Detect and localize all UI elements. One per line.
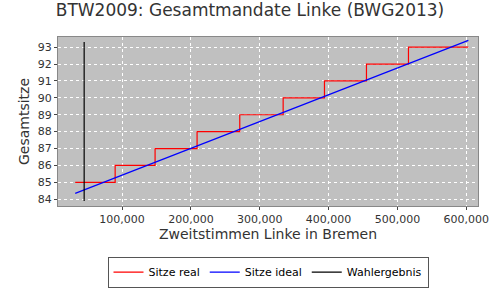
svg-text:86: 86 [38, 159, 52, 172]
svg-text:91: 91 [38, 75, 52, 88]
svg-text:200,000: 200,000 [168, 213, 214, 226]
svg-text:89: 89 [38, 109, 52, 122]
svg-text:Sitze real: Sitze real [149, 266, 200, 279]
svg-text:87: 87 [38, 142, 52, 155]
svg-text:600,000: 600,000 [444, 213, 490, 226]
svg-text:Zweitstimmen Linke in Bremen: Zweitstimmen Linke in Bremen [159, 226, 377, 242]
svg-text:300,000: 300,000 [237, 213, 283, 226]
svg-text:84: 84 [38, 193, 52, 206]
svg-text:Gesamtsitze: Gesamtsitze [16, 78, 32, 165]
svg-text:Wahlergebnis: Wahlergebnis [347, 266, 422, 279]
svg-text:100,000: 100,000 [99, 213, 145, 226]
svg-text:Sitze ideal: Sitze ideal [245, 266, 302, 279]
svg-text:BTW2009: Gesamtmandate Linke (: BTW2009: Gesamtmandate Linke (BWG2013) [56, 0, 445, 20]
svg-text:400,000: 400,000 [306, 213, 352, 226]
svg-text:85: 85 [38, 176, 52, 189]
svg-text:92: 92 [38, 58, 52, 71]
svg-text:88: 88 [38, 125, 52, 138]
svg-text:500,000: 500,000 [375, 213, 421, 226]
svg-text:90: 90 [38, 92, 52, 105]
svg-text:93: 93 [38, 41, 52, 54]
